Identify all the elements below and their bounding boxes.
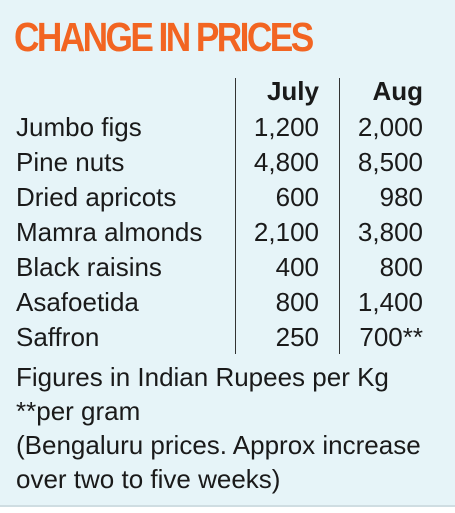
aug-price: 700** [359, 322, 423, 352]
aug-price: 1,400 [357, 287, 423, 317]
table-row: Saffron 250 700** [0, 320, 455, 355]
column-divider-july [235, 78, 236, 354]
card-title: CHANGE IN PRICES [14, 14, 314, 60]
table-row: Black raisins 400 800 [0, 250, 455, 285]
july-price: 1,200 [253, 112, 319, 142]
july-price: 4,800 [253, 147, 319, 177]
july-price: 800 [275, 287, 319, 317]
table-row: Jumbo figs 1,200 2,000 [0, 110, 455, 145]
aug-price: 2,000 [357, 112, 423, 142]
item-name: Mamra almonds [16, 217, 203, 247]
note-source-line-2: over two to five weeks) [16, 464, 281, 494]
column-divider-aug [339, 78, 340, 354]
aug-price: 800 [379, 252, 423, 282]
table-header: July Aug [0, 72, 455, 110]
aug-price: 980 [379, 182, 423, 212]
july-price: 250 [275, 322, 319, 352]
item-name: Saffron [16, 322, 100, 352]
item-name: Asafoetida [16, 287, 139, 317]
note-units: Figures in Indian Rupees per Kg [16, 362, 389, 392]
header-aug: Aug [372, 76, 423, 106]
price-table: July Aug Jumbo figs 1,200 2,000 Pine nut… [0, 72, 455, 355]
table-row: Asafoetida 800 1,400 [0, 285, 455, 320]
table-row: Mamra almonds 2,100 3,800 [0, 215, 455, 250]
item-name: Jumbo figs [16, 112, 142, 142]
july-price: 2,100 [253, 217, 319, 247]
july-price: 600 [275, 182, 319, 212]
aug-price: 8,500 [357, 147, 423, 177]
note-source-line-1: (Bengaluru prices. Approx increase [16, 430, 421, 460]
item-name: Black raisins [16, 252, 162, 282]
aug-price: 3,800 [357, 217, 423, 247]
table-row: Pine nuts 4,800 8,500 [0, 145, 455, 180]
header-july: July [266, 76, 319, 106]
table-row: Dried apricots 600 980 [0, 180, 455, 215]
footnotes: Figures in Indian Rupees per Kg **per gr… [16, 360, 446, 496]
item-name: Pine nuts [16, 147, 125, 177]
item-name: Dried apricots [16, 182, 177, 212]
note-per-gram: **per gram [16, 396, 141, 426]
july-price: 400 [275, 252, 319, 282]
